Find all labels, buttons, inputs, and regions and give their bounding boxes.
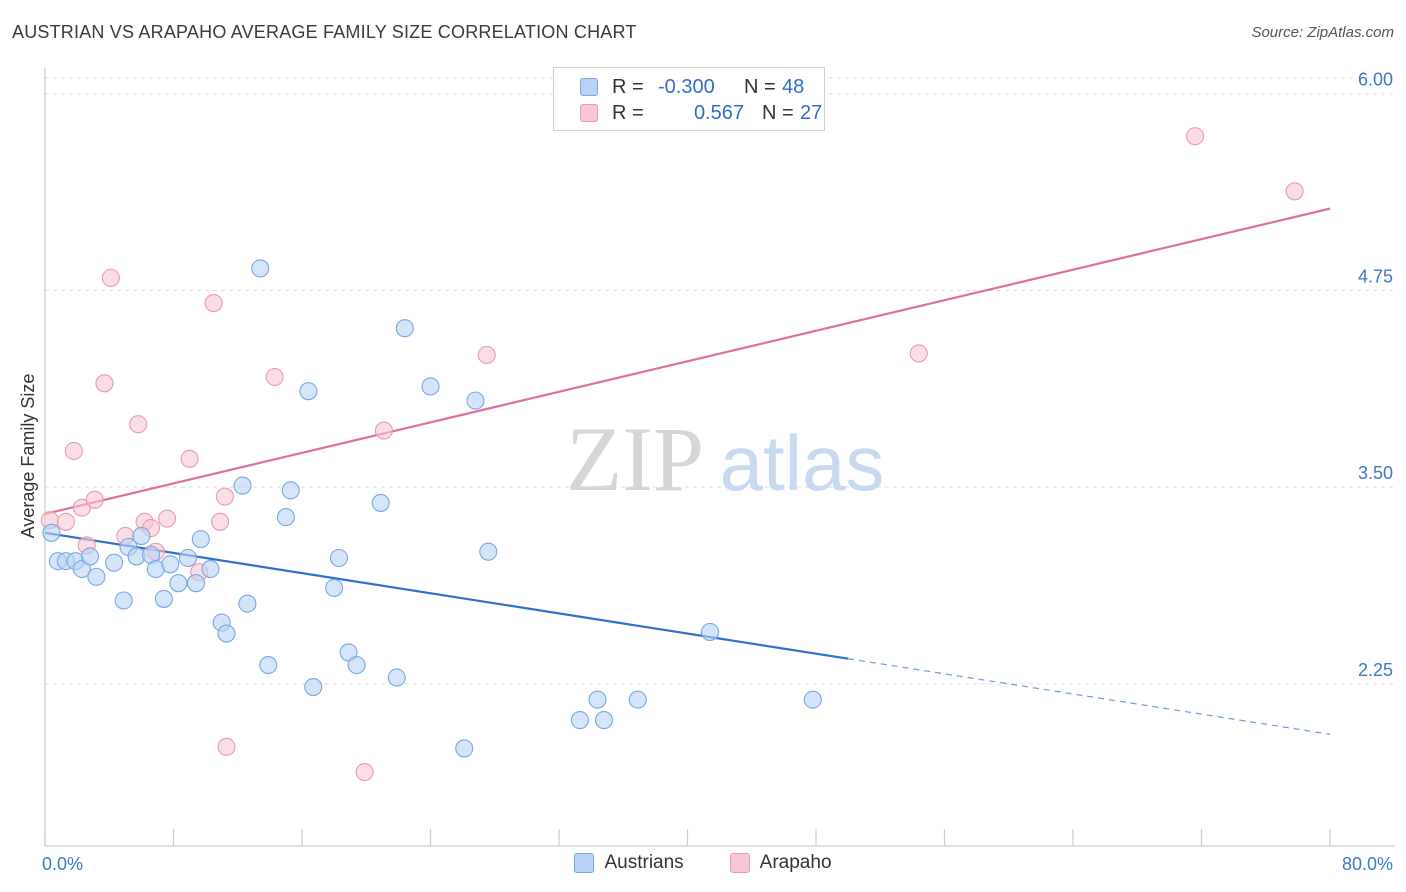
arapaho-point <box>204 293 223 313</box>
arapaho-point <box>217 737 236 756</box>
legend-r-value: -0.300 <box>658 75 715 98</box>
series-swatch-austrians <box>574 853 595 873</box>
austrians-point <box>191 530 210 549</box>
austrians-point <box>803 690 822 709</box>
austrians-point <box>178 548 198 568</box>
austrians-point <box>251 259 270 278</box>
legend-swatch-arapaho <box>580 104 598 122</box>
austrians-point <box>132 526 151 546</box>
arapaho-point <box>477 345 496 365</box>
arapaho-point <box>64 441 83 461</box>
austrians-point <box>42 523 61 542</box>
austrians-point <box>466 391 485 410</box>
austrians-point <box>80 547 100 566</box>
watermark-zip: ZIP <box>566 408 704 510</box>
arapaho-point <box>355 762 374 782</box>
y-tick-label: 6.00 <box>1358 70 1393 90</box>
series-swatch-arapaho <box>729 853 750 873</box>
austrians-point <box>259 655 278 675</box>
austrians-point <box>479 542 498 561</box>
x-tick-label: 80.0% <box>1342 854 1393 874</box>
austrians-point <box>387 668 406 687</box>
austrians-point <box>87 567 106 586</box>
austrians-point <box>281 481 300 500</box>
chart-title: AUSTRIAN VS ARAPAHO AVERAGE FAMILY SIZE … <box>12 22 637 42</box>
chart-source: Source: ZipAtlas.com <box>1251 24 1394 41</box>
arapaho-point <box>909 344 928 363</box>
legend-n-label: N = <box>762 101 794 124</box>
austrians-point <box>114 591 133 610</box>
arapaho-point <box>95 374 114 393</box>
austrians-point <box>154 589 173 608</box>
austrians-point <box>169 574 188 593</box>
austrians-point <box>371 493 390 512</box>
arapaho-point <box>1186 127 1205 146</box>
arapaho-trendline <box>44 207 1331 516</box>
arapaho-point <box>56 512 75 531</box>
correlation-legend: R = -0.300 N = 48 R = 0.567 N = 27 <box>553 67 825 131</box>
y-tick-label: 4.75 <box>1358 266 1393 286</box>
series-label-austrians: Austrians <box>604 852 684 873</box>
series-legend-arapaho: Arapaho <box>729 852 832 874</box>
austrians-point <box>570 711 589 730</box>
arapaho-point <box>180 449 199 468</box>
y-tick-label: 2.25 <box>1358 660 1393 680</box>
legend-r-label: R = <box>612 101 644 124</box>
arapaho-point <box>85 490 104 509</box>
legend-r-value: 0.567 <box>693 101 744 124</box>
austrians-point <box>299 382 318 401</box>
arapaho-point <box>158 509 177 528</box>
arapaho-point <box>101 268 120 287</box>
legend-row-arapaho: R = 0.567 N = 27 <box>580 100 822 126</box>
series-legend-austrians: Austrians <box>574 852 684 874</box>
austrians-point <box>304 677 323 697</box>
legend-r-label: R = <box>612 75 644 98</box>
austrians-trendline-extension <box>848 658 1331 735</box>
austrians-point <box>455 739 474 758</box>
y-axis-label: Average Family Size <box>18 374 38 539</box>
austrians-point <box>329 548 348 568</box>
legend-n-value: 27 <box>800 101 823 124</box>
austrians-point <box>588 690 607 709</box>
series-legend: Austrians Arapaho <box>0 852 1406 874</box>
arapaho-point <box>1285 182 1304 201</box>
austrians-point <box>217 624 236 643</box>
austrians-point <box>276 508 295 527</box>
austrians-point <box>201 559 220 579</box>
tick-label-layer: 2.25 3.50 4.75 6.00 0.0% 80.0% <box>42 70 1393 874</box>
austrians-point <box>395 319 414 338</box>
arapaho-point <box>374 421 393 440</box>
x-tick-label: 0.0% <box>42 854 83 874</box>
y-tick-label: 3.50 <box>1358 463 1393 483</box>
legend-swatch-austrians <box>580 78 598 96</box>
austrians-point <box>347 655 366 675</box>
axis-layer <box>44 68 1395 847</box>
austrians-point <box>421 377 440 396</box>
arapaho-point <box>215 487 234 506</box>
legend-row-austrians: R = -0.300 N = 48 <box>580 74 804 100</box>
austrians-point <box>186 574 206 593</box>
watermark-atlas: atlas <box>720 419 885 507</box>
austrians-point <box>325 578 344 597</box>
grid-layer <box>45 77 1395 685</box>
austrians-point <box>238 594 257 613</box>
austrians-point <box>233 476 252 495</box>
legend-n-value: 48 <box>782 75 805 98</box>
arapaho-point <box>211 512 230 531</box>
arapaho-point <box>129 415 148 434</box>
austrians-point <box>700 622 720 642</box>
legend-n-label: N = <box>744 75 776 98</box>
austrians-point <box>105 553 124 572</box>
austrians-point <box>594 711 614 730</box>
arapaho-point <box>265 367 284 387</box>
points-layer <box>40 127 1304 782</box>
watermark-layer: ZIP atlas <box>566 408 884 510</box>
austrians-point <box>628 690 647 709</box>
austrians-point <box>161 555 180 574</box>
series-label-arapaho: Arapaho <box>759 852 832 873</box>
